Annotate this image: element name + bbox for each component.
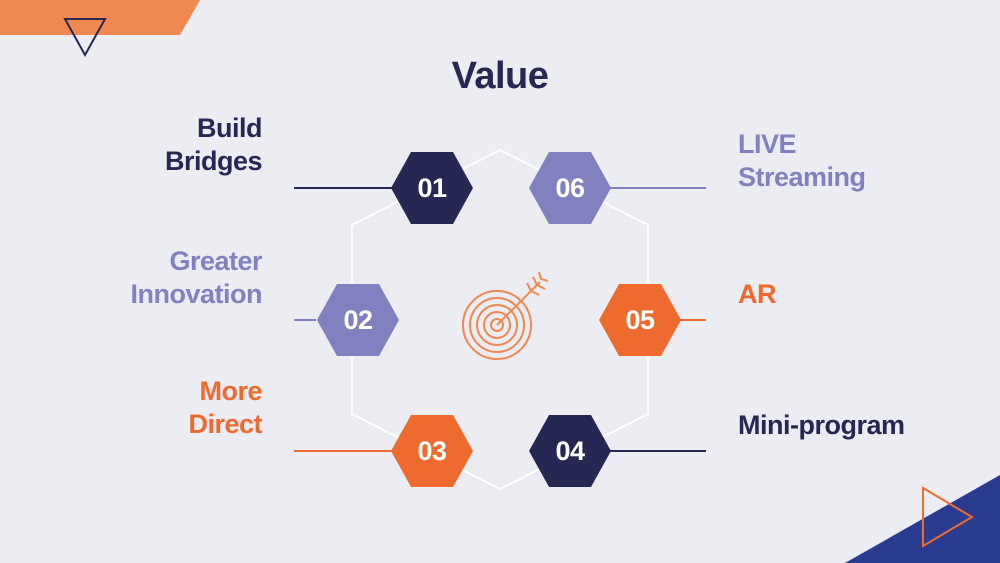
- hexagon-04: [529, 415, 611, 487]
- label-line: Build: [197, 113, 263, 143]
- play-triangle-outline-icon: [922, 486, 974, 548]
- hexagon-03: [391, 415, 473, 487]
- label-mini-program: Mini-program: [738, 409, 905, 442]
- ring-outline: [351, 148, 649, 491]
- hexagon-number-03: 03: [417, 436, 447, 466]
- top-left-accent-band: [0, 0, 200, 35]
- target-arrow-icon: [462, 271, 549, 360]
- label-greater-innovation: Greater Innovation: [131, 245, 263, 311]
- hexagon-number-02: 02: [343, 305, 373, 335]
- hexagon-05: [599, 284, 681, 356]
- hexagon-number-06: 06: [555, 173, 585, 203]
- label-line: Innovation: [130, 279, 263, 309]
- label-line: Bridges: [164, 146, 263, 176]
- label-line: LIVE: [738, 129, 797, 159]
- label-line: Streaming: [738, 162, 866, 192]
- label-line: Direct: [188, 409, 262, 439]
- hexagon-02: [317, 284, 399, 356]
- label-more-direct: More Direct: [188, 375, 262, 441]
- label-line: AR: [738, 279, 777, 309]
- hexagon-06: [529, 152, 611, 224]
- label-live-streaming: LIVE Streaming: [738, 128, 866, 194]
- label-line: Mini-program: [738, 410, 905, 440]
- slide-title: Value: [451, 55, 549, 97]
- label-build-bridges: Build Bridges: [164, 112, 263, 178]
- label-ar: AR: [738, 278, 777, 311]
- hexagon-number-04: 04: [555, 436, 585, 466]
- hexagon-01: [391, 152, 473, 224]
- hexagon-number-01: 01: [417, 173, 447, 203]
- label-line: Greater: [169, 246, 262, 276]
- triangle-outline-icon: [63, 18, 107, 58]
- hexagon-number-05: 05: [625, 305, 655, 335]
- label-line: More: [199, 376, 262, 406]
